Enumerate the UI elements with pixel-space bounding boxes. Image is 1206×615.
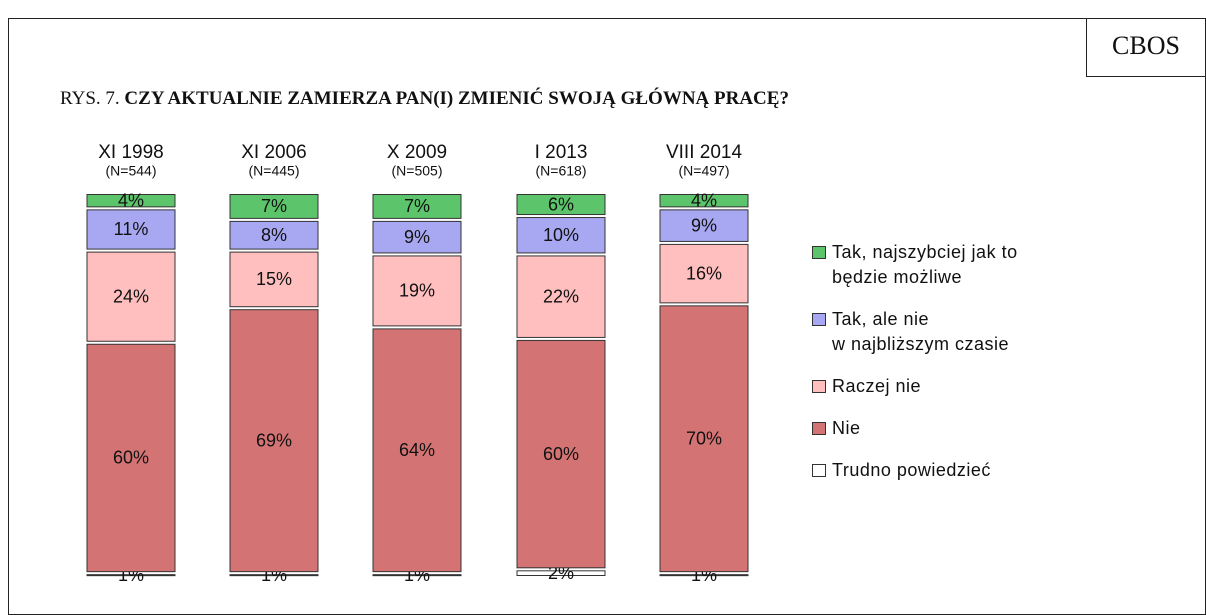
bar-segment [372,255,462,327]
data-label: 7% [261,196,287,216]
legend-label: Tak, ale nie w najbliższym czasie [832,309,1010,354]
legend-item: Tak, najszybciej jak to będzie możliwe [812,240,1102,290]
brand-box [1086,18,1206,77]
bar-segment [516,217,606,254]
legend-swatch [812,380,826,393]
x-tick-label: VIII 2014 [666,142,742,163]
data-label: 6% [548,194,574,214]
legend-swatch [812,246,826,259]
legend-item: Nie [812,416,1102,441]
sample-size: (N=497) [679,163,730,179]
bar-segment [229,220,319,250]
brand: CBOS [1112,31,1180,60]
bar-segment [659,305,749,573]
bar-segment [659,209,749,242]
legend-label: Tak, najszybciej jak to będzie możliwe [832,242,1018,287]
bar-segment [229,251,319,308]
bar-segment [86,343,176,573]
bar-segment [229,309,319,573]
bar-segment [516,194,606,216]
legend-swatch [812,313,826,326]
legend-label: Trudno powiedzieć [832,460,991,480]
data-label: 70% [686,429,722,449]
data-label: 4% [118,190,144,210]
data-label: 4% [691,190,717,210]
legend-item: Trudno powiedzieć [812,458,1102,483]
legend: Tak, najszybciej jak to będzie możliwe Ta… [812,240,1102,500]
data-label: 19% [399,281,435,301]
x-tick-label: XI 2006 [241,142,307,163]
bar-segment [229,194,319,219]
sample-size: (N=445) [249,163,300,179]
bar-segment [516,255,606,338]
bar-segment [86,209,176,250]
data-label: 11% [114,219,149,239]
data-label: 60% [113,448,149,468]
data-label: 9% [691,215,717,235]
data-label: 15% [256,269,292,289]
data-label: 60% [543,444,579,464]
legend-item: Raczej nie [812,374,1102,399]
bar-segment [372,220,462,254]
title-text: CZY AKTUALNIE ZAMIERZA PAN(I) ZMIENIĆ SW… [124,87,789,109]
bar-segment [86,251,176,342]
bar-segment [86,194,176,208]
bar-segment [372,194,462,219]
chart-title: RYS. 7. CZY AKTUALNIE ZAMIERZA PAN(I) ZM… [60,87,789,109]
title-prefix: RYS. 7. [60,88,120,109]
bar-segment [229,574,319,577]
legend-label: Nie [832,418,861,438]
sample-size: (N=618) [536,163,587,179]
data-label: 9% [404,227,430,247]
data-label: 16% [686,263,722,283]
data-label: 22% [543,286,579,306]
bar-segment [86,574,176,577]
data-label: 7% [404,196,430,216]
data-label: 64% [399,440,435,460]
data-label: 69% [256,430,292,450]
sample-size: (N=544) [106,163,157,179]
bar-segment [516,570,606,577]
bar-segment [659,194,749,208]
legend-swatch [812,464,826,477]
data-label: 10% [543,225,579,245]
legend-item: Tak, ale nie w najbliższym czasie [812,307,1102,357]
x-tick-label: I 2013 [535,142,588,163]
legend-swatch [812,422,826,435]
data-label: 24% [113,286,149,306]
data-label: 8% [261,225,287,245]
legend-label: Raczej nie [832,376,922,396]
bar-segment [659,243,749,304]
bar-segment [372,328,462,573]
sample-size: (N=505) [392,163,443,179]
bar-segment [516,339,606,569]
bar-segment [659,574,749,577]
x-tick-label: XI 1998 [98,142,164,163]
bar-segment [372,574,462,577]
x-tick-label: X 2009 [387,142,447,163]
